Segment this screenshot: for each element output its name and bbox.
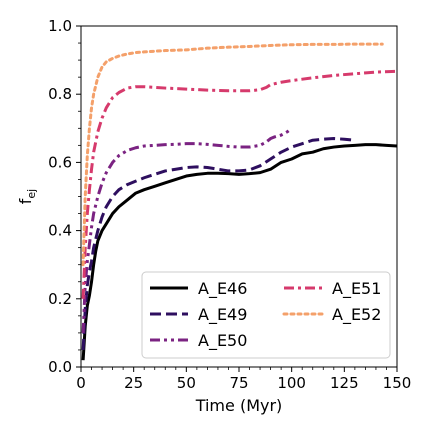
series-line-a-e50 xyxy=(81,127,293,333)
y-tick-label: 0.6 xyxy=(48,153,72,171)
series-layer xyxy=(81,42,397,361)
series-line-a-e52 xyxy=(81,42,384,267)
legend-label-a-e49: A_E49 xyxy=(198,305,247,325)
y-tick-label: 0.4 xyxy=(48,222,72,240)
y-tick-label: 0.8 xyxy=(48,85,72,103)
legend-box xyxy=(141,271,391,359)
legend-label-a-e51: A_E51 xyxy=(332,279,381,299)
series-line-a-e51 xyxy=(81,69,397,299)
y-axis-label-sub: ej xyxy=(25,189,38,199)
y-axis-label-base: f xyxy=(16,198,35,204)
y-axis-label: fej xyxy=(16,189,38,204)
x-tick-label: 75 xyxy=(229,374,248,392)
x-tick-label: 25 xyxy=(124,374,143,392)
x-tick-label: 125 xyxy=(330,374,359,392)
series-line-a-e49 xyxy=(81,137,356,351)
legend: A_E46 A_E49 A_E50 A_E51 A_E52 xyxy=(141,271,391,359)
x-tick-label: 150 xyxy=(383,374,412,392)
y-tick-label: 0.0 xyxy=(48,358,72,376)
x-tick-label: 50 xyxy=(177,374,196,392)
y-tick-label: 0.2 xyxy=(48,290,72,308)
ticks-layer: 0 25 50 75 100 125 150 0.0 0.2 0.4 0.6 0.8 1.0 xyxy=(48,17,411,392)
y-tick-label: 1.0 xyxy=(48,17,72,35)
x-tick-label: 100 xyxy=(277,374,306,392)
legend-label-a-e46: A_E46 xyxy=(198,279,247,299)
series-line-a-e46 xyxy=(81,143,397,361)
legend-label-a-e52: A_E52 xyxy=(332,305,381,325)
x-tick-label: 0 xyxy=(76,374,86,392)
legend-label-a-e50: A_E50 xyxy=(198,331,247,351)
x-axis-label: Time (Myr) xyxy=(195,396,283,415)
